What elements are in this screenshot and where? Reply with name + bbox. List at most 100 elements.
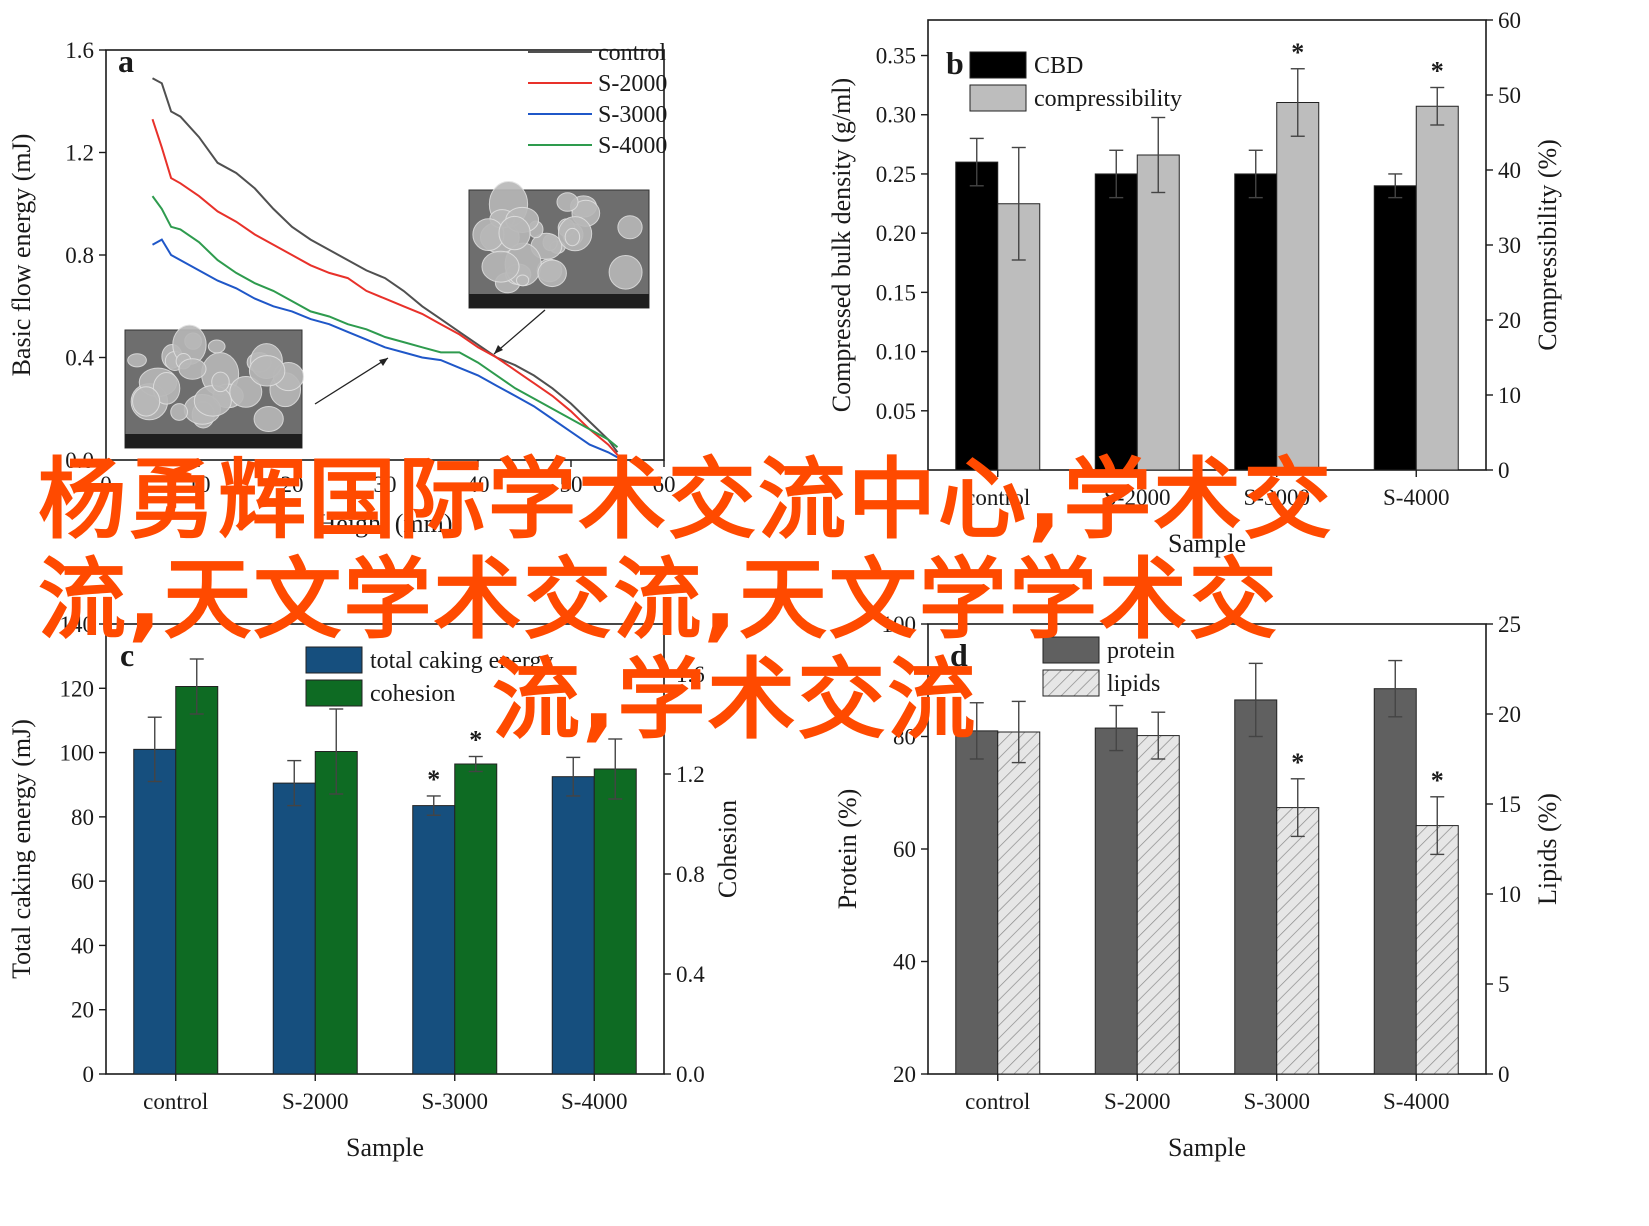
panel-b-letter: b [946, 45, 964, 81]
panel-b-ytick-label-0: 0.05 [876, 399, 916, 424]
panel-b-ytick-label-3: 0.20 [876, 221, 916, 246]
panel-a-ylabel: Basic flow energy (mJ) [7, 134, 36, 377]
panel-a-sem-inset-lower [124, 324, 305, 449]
panel-c-bar-cohesion-S-2000 [314, 751, 358, 1075]
panel-a-sem-inset-lower-particle-22 [178, 358, 207, 380]
panel-a-sem-inset-lower-particle-16 [170, 403, 189, 421]
panel-a-legend-label-control: control [598, 40, 666, 66]
panel-c-y2tick-label-1: 0.4 [676, 962, 705, 987]
panel-c-xtick-label-2: S-3000 [422, 1089, 488, 1114]
panel-a-arrowhead-upper [494, 345, 503, 354]
panel-b-y2tick-label-4: 40 [1498, 158, 1521, 183]
panel-c-ytick-label-0: 0 [83, 1062, 95, 1087]
panel-b-y2tick-label-5: 50 [1498, 83, 1521, 108]
panel-d-bar-protein-control [955, 730, 999, 1075]
panel-c-letter: c [120, 637, 134, 673]
panel-b-xtick-label-2: S-3000 [1244, 485, 1310, 510]
panel-c-xtick-label-0: control [143, 1089, 208, 1114]
panel-a-sem-inset-lower-particle-23 [207, 339, 226, 354]
panel-b-y2tick-label-6: 60 [1498, 8, 1521, 33]
panel-a-ytick-label-4: 1.6 [65, 38, 94, 63]
panel-d-sig-lipids-S-4000: * [1431, 766, 1444, 795]
panel-b-y2tick-label-1: 10 [1498, 383, 1521, 408]
panel-d-sig-lipids-S-3000: * [1291, 748, 1304, 777]
panel-a-xtick-label-3: 30 [374, 472, 397, 497]
panel-a-arrowhead-lower [379, 358, 388, 366]
panel-a-xtick-label-1: 10 [188, 472, 211, 497]
panel-c-ytick-label-6: 120 [60, 676, 95, 701]
panel-d-ytick-label-2: 60 [893, 837, 916, 862]
panel-a-sem-inset-lower-particle-25 [248, 355, 286, 387]
panel-a-xlabel: Height (mm) [317, 509, 452, 538]
panel-b-xtick-label-1: S-2000 [1104, 485, 1170, 510]
panel-b-bar-CBD-S-3000 [1234, 173, 1278, 471]
panel-d-bar-protein-S-2000 [1094, 727, 1138, 1075]
panel-b-bar-compressibility-S-4000 [1415, 105, 1459, 471]
panel-d-y2tick-label-3: 15 [1498, 792, 1521, 817]
panel-d-xtick-label-3: S-4000 [1383, 1089, 1449, 1114]
panel-b-bar-CBD-S-2000 [1094, 173, 1138, 471]
panel-a-series-S-2000 [151, 118, 619, 456]
panel-c-frame [105, 623, 665, 1075]
panel-c-bar-total-caking-energy-S-4000 [551, 776, 595, 1075]
panel-c-xtick-label-1: S-2000 [282, 1089, 348, 1114]
panel-a-sem-inset-upper-particle-22 [516, 274, 530, 287]
panel-b-legend-swatch-CBD [969, 51, 1027, 79]
panel-a-sem-inset-upper-particle-20 [556, 192, 579, 212]
panel-d-xlabel: Sample [1168, 1133, 1246, 1162]
panel-a-series-S-3000 [152, 238, 618, 459]
panel-c-sig-total-caking-energy-S-3000: * [427, 765, 440, 794]
panel-c-sig-cohesion-S-3000: * [469, 726, 482, 755]
panel-c-ylabel: Total caking energy (mJ) [7, 719, 36, 979]
panel-b-legend-label-CBD: CBD [1034, 53, 1083, 79]
panel-c-ytick-label-7: 140 [60, 612, 95, 637]
panel-b-y2tick-label-2: 20 [1498, 308, 1521, 333]
panel-a-sem-inset-upper-particle-25 [481, 250, 520, 283]
panel-d-xtick-label-1: S-2000 [1104, 1089, 1170, 1114]
panel-d-bar-chart: 20 40 60 80 100 0 5 10 15 20 25 control S-2000 S-3000… [833, 612, 1562, 1162]
panel-a-xtick-label-4: 40 [467, 472, 490, 497]
panel-d-ylabel: Protein (%) [833, 789, 862, 910]
panel-c-xtick-label-3: S-4000 [561, 1089, 627, 1114]
panel-b-ytick-label-6: 0.35 [876, 44, 916, 69]
panel-c-y2tick-label-2: 0.8 [676, 862, 705, 887]
panel-c-xlabel: Sample [346, 1133, 424, 1162]
panel-a-sem-inset-lower-particle-19 [132, 386, 161, 417]
panel-d-y2tick-label-2: 10 [1498, 882, 1521, 907]
panel-c-bar-total-caking-energy-control [133, 748, 177, 1075]
panel-c-ytick-label-1: 20 [71, 998, 94, 1023]
panel-b-bar-CBD-control [955, 161, 999, 471]
panel-d-y2tick-label-0: 0 [1498, 1062, 1510, 1087]
panel-c-y2tick-label-0: 0.0 [676, 1062, 705, 1087]
panel-a-legend-label-S-4000: S-4000 [598, 133, 667, 159]
panel-c-ytick-label-2: 40 [71, 933, 94, 958]
panel-a-sem-inset-lower-particle-5 [127, 353, 147, 368]
panel-b-ytick-label-4: 0.25 [876, 162, 916, 187]
panel-a-ytick-label-3: 1.2 [65, 141, 94, 166]
panel-a-letter: a [118, 43, 134, 79]
panel-d-bar-lipids-S-3000 [1276, 807, 1320, 1075]
panel-d-bar-lipids-control [997, 731, 1041, 1075]
panel-a-arrow-upper [493, 309, 546, 355]
panel-a-arrow-lower [314, 357, 389, 405]
panel-a-series-S-4000 [151, 195, 619, 448]
panel-a-series-control [152, 77, 619, 453]
panel-a-sem-inset-upper [468, 181, 650, 309]
panel-a-sem-inset-upper-particle-21 [498, 215, 531, 251]
panel-d-bar-lipids-S-4000 [1415, 825, 1459, 1075]
panel-d-ytick-label-4: 100 [882, 612, 917, 637]
panel-d-bar-protein-S-4000 [1373, 688, 1417, 1075]
panel-a-line-chart: 0.0 0.4 0.8 1.2 1.6 0 10 20 30 40 50 60 Basic flow e… [7, 38, 676, 538]
panel-c-legend-label-total-caking-energy: total caking energy [370, 648, 554, 674]
panel-d-ytick-label-3: 80 [893, 725, 916, 750]
panel-b-bar-compressibility-S-2000 [1136, 154, 1180, 471]
panel-b-bar-chart: 0.05 0.10 0.15 0.20 0.25 0.30 0.35 0 10 20 30 40 50 6… [827, 8, 1562, 558]
panel-b-y2tick-label-3: 30 [1498, 233, 1521, 258]
panel-d-y2label: Lipids (%) [1533, 793, 1562, 905]
panel-c-legend-swatch-cohesion [305, 679, 363, 707]
panel-a-legend-label-S-3000: S-3000 [598, 102, 667, 128]
panel-b-bar-CBD-S-4000 [1373, 185, 1417, 471]
panel-b-y2label: Compressibility (%) [1533, 139, 1562, 351]
panel-d-bar-protein-S-3000 [1234, 699, 1278, 1075]
